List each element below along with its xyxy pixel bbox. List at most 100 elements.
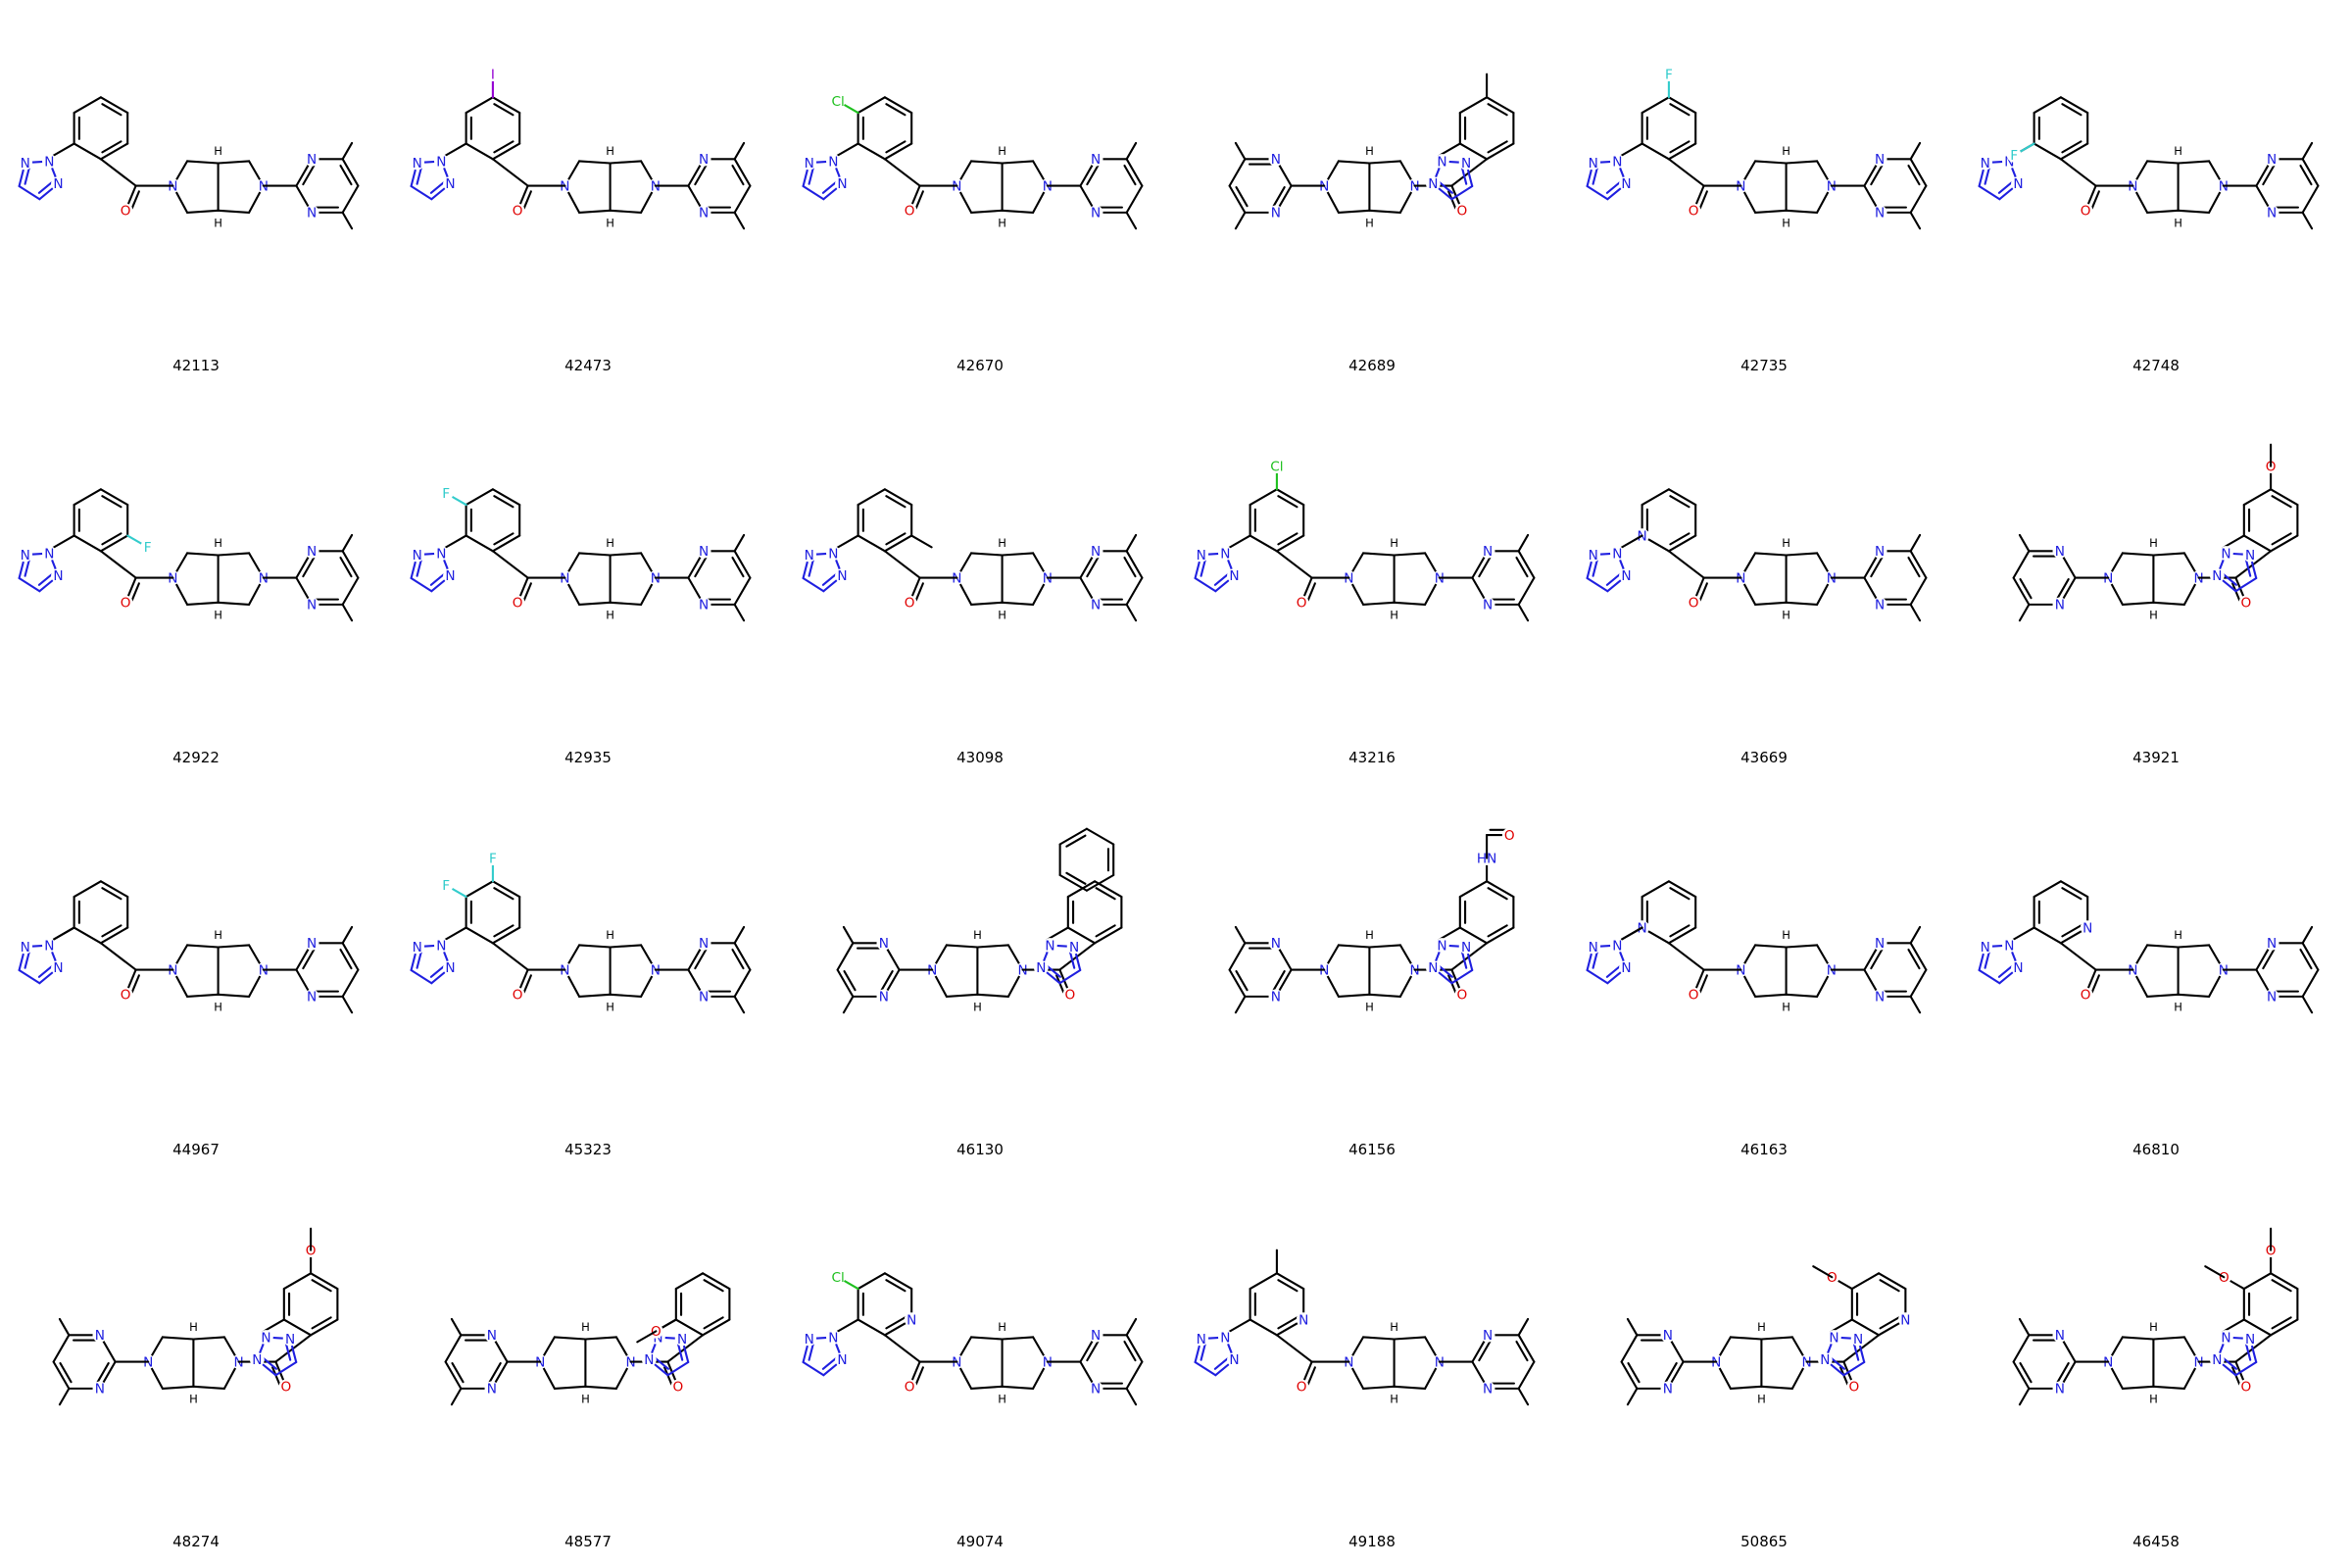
pyrimidine-n3: N: [95, 1328, 105, 1344]
stereo-h-bottom: H: [1390, 609, 1398, 622]
carbonyl-oxygen: O: [1457, 988, 1468, 1004]
stereo-h-top: H: [214, 928, 222, 942]
molecule-structure: NNHHNNONNNI: [410, 67, 752, 230]
triazole-n2: N: [1461, 156, 1471, 172]
stereo-h-bottom: H: [2174, 1001, 2182, 1014]
compound-id-label: 42113: [172, 357, 220, 374]
stereo-h-bottom: H: [973, 1001, 982, 1014]
pyrimidine-n1: N: [95, 1382, 105, 1397]
carbonyl-oxygen: O: [2081, 204, 2091, 220]
stereo-h-bottom: H: [1365, 217, 1374, 230]
triazole-n1: N: [44, 154, 54, 170]
pyrimidine-n3: N: [1091, 206, 1101, 221]
compound-cell: NNHHNNONNNN46163: [1568, 784, 1960, 1176]
stereo-h-bottom: H: [606, 609, 614, 622]
triazole-n3: N: [2212, 568, 2222, 584]
compound-id-label: 44967: [172, 1141, 220, 1158]
stereo-h-top: H: [189, 1320, 198, 1334]
pyrimidine-n3: N: [1483, 598, 1493, 613]
pyrimidine-n3: N: [2267, 206, 2277, 221]
carbonyl-oxygen: O: [1457, 204, 1468, 220]
molecule-drawing: NNHHNNONNNFF: [410, 851, 752, 1014]
triazole-n2: N: [445, 960, 455, 976]
carbonyl-oxygen: O: [905, 1380, 915, 1396]
molecule-drawing: NNHHNNONNN: [836, 827, 1123, 1014]
stereo-h-bottom: H: [998, 609, 1006, 622]
molecule-structure: NNHHNNONNN: [18, 96, 360, 230]
compound-id-label: 48274: [172, 1533, 220, 1550]
triazole-n3: N: [1197, 1332, 1206, 1348]
triazole-n3: N: [21, 548, 30, 564]
triazole-n3: N: [805, 548, 814, 564]
amide-oxygen: O: [1504, 828, 1515, 844]
compound-id-label: 42689: [1348, 357, 1396, 374]
compound-cell: NNHHNNONNNF42748: [1960, 0, 2352, 392]
carbonyl-oxygen: O: [905, 596, 915, 612]
halogen-f: F: [2010, 148, 2018, 164]
stereo-h-bottom: H: [581, 1393, 590, 1406]
stereo-h-top: H: [606, 536, 614, 550]
stereo-h-bottom: H: [1782, 1001, 1790, 1014]
carbonyl-oxygen: O: [1689, 596, 1699, 612]
stereo-h-bottom: H: [606, 1001, 614, 1014]
carbonyl-oxygen: O: [1297, 596, 1307, 612]
triazole-n2: N: [1621, 176, 1631, 192]
compound-cell: NNHHNNONNNNO50865: [1568, 1176, 1960, 1568]
triazole-n2: N: [1229, 568, 1239, 584]
compound-id-label: 42473: [564, 357, 612, 374]
compound-id-label: 43216: [1348, 749, 1396, 766]
stereo-h-top: H: [606, 928, 614, 942]
compound-id-label: 42670: [956, 357, 1004, 374]
stereo-h-top: H: [2174, 144, 2182, 158]
triazole-n2: N: [1069, 940, 1079, 956]
compound-cell: NNHHNNONNNN49188: [1176, 1176, 1568, 1568]
triazole-n3: N: [413, 156, 422, 172]
pyrimidine-n1: N: [487, 1382, 497, 1397]
stereo-h-bottom: H: [2149, 1393, 2158, 1406]
carbonyl-oxygen: O: [281, 1380, 292, 1396]
triazole-n1: N: [436, 546, 446, 562]
compound-cell: NNHHNNONNNN43669: [1568, 392, 1960, 784]
pyrimidine-n3: N: [2267, 990, 2277, 1005]
triazole-n3: N: [1981, 940, 1990, 956]
molecule-structure: NNHHNNONNNO: [444, 1272, 731, 1406]
stereo-h-top: H: [998, 536, 1006, 550]
pyrimidine-n3: N: [699, 598, 709, 613]
triazole-n2: N: [2013, 176, 2023, 192]
pyrimidine-n3: N: [487, 1328, 497, 1344]
compound-id-label: 43098: [956, 749, 1004, 766]
stereo-h-top: H: [1782, 536, 1790, 550]
triazole-n1: N: [828, 1330, 838, 1346]
triazole-n1: N: [2004, 938, 2014, 954]
pyrimidine-n3: N: [2055, 1328, 2065, 1344]
stereo-h-top: H: [1782, 144, 1790, 158]
aryl-ring-nitrogen: N: [2082, 920, 2092, 936]
carbonyl-oxygen: O: [905, 204, 915, 220]
triazole-n1: N: [1437, 938, 1446, 954]
compound-id-label: 46458: [2132, 1533, 2180, 1550]
pyrimidine-n1: N: [1091, 1328, 1101, 1344]
pyrimidine-n3: N: [1663, 1328, 1673, 1344]
stereo-h-bottom: H: [189, 1393, 198, 1406]
triazole-n1: N: [1612, 938, 1622, 954]
molecule-structure: NNHHNNONNNN: [1194, 1249, 1536, 1406]
molecule-structure: NNHHNNONNN: [1228, 73, 1515, 230]
triazole-n2: N: [1853, 1332, 1863, 1348]
compound-cell: NNHHNNONNNO48274: [0, 1176, 392, 1568]
pyrimidine-n1: N: [1663, 1382, 1673, 1397]
stereo-h-bottom: H: [606, 217, 614, 230]
compound-cell: NNHHNNONNNF42735: [1568, 0, 1960, 392]
stereo-h-top: H: [998, 144, 1006, 158]
molecule-drawing: NNHHNNONNNI: [410, 67, 752, 230]
triazole-n2: N: [837, 568, 847, 584]
stereo-h-bottom: H: [214, 609, 222, 622]
stereo-h-bottom: H: [214, 1001, 222, 1014]
stereo-h-bottom: H: [214, 217, 222, 230]
stereo-h-top: H: [1365, 928, 1374, 942]
triazole-n3: N: [1589, 156, 1598, 172]
triazole-n2: N: [53, 176, 63, 192]
compound-cell: NNHHNNONNNO48577: [392, 1176, 784, 1568]
triazole-n2: N: [2245, 1332, 2255, 1348]
triazole-n2: N: [837, 176, 847, 192]
triazole-n2: N: [1621, 568, 1631, 584]
